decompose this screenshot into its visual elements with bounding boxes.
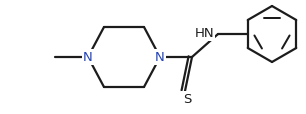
Text: N: N <box>83 51 93 64</box>
Text: S: S <box>183 93 191 106</box>
Text: HN: HN <box>194 27 214 40</box>
Text: N: N <box>155 51 165 64</box>
